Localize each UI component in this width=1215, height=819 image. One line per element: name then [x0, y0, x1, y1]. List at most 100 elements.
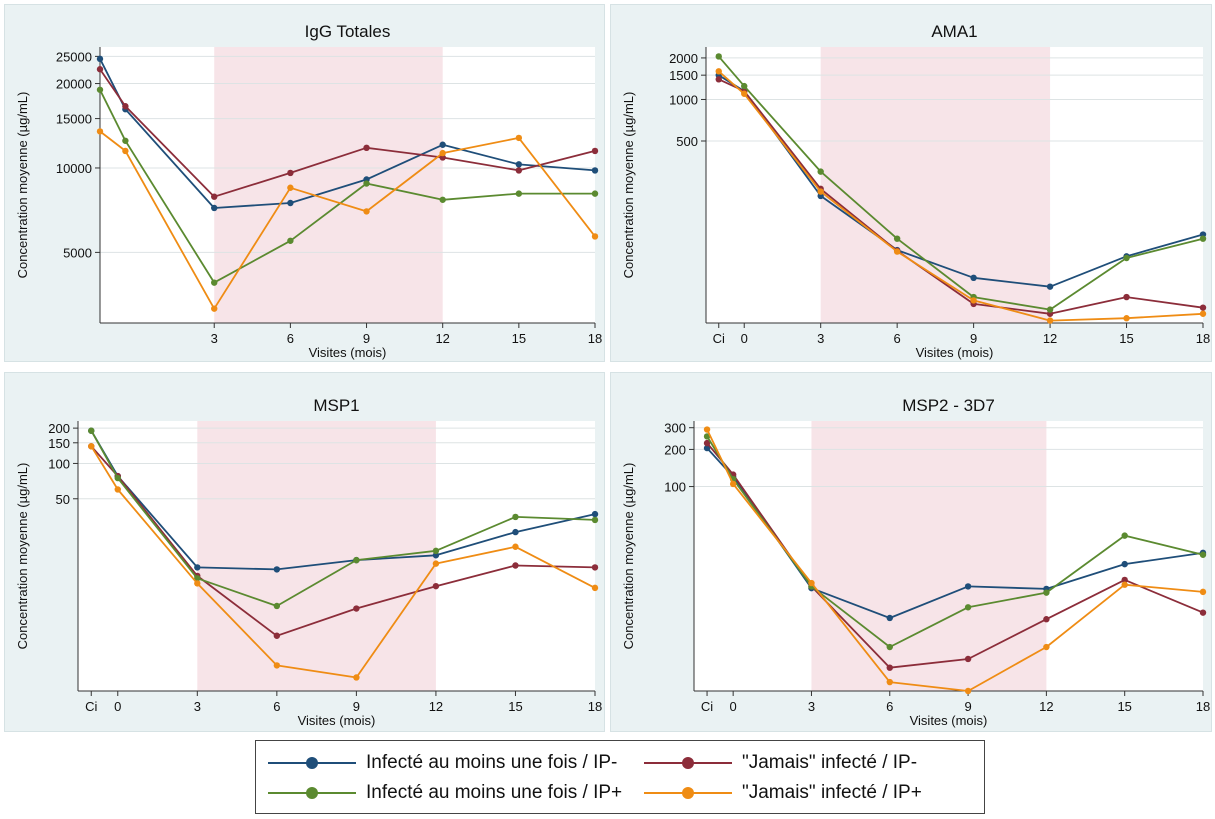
msp2-3d7-xtick-label: Ci [701, 699, 713, 714]
igg-totales-series-2-point [211, 279, 218, 286]
msp1-series-3-point [194, 580, 201, 587]
igg-totales-chart-title: IgG Totales [305, 22, 391, 41]
igg-totales-series-1-point [122, 103, 129, 110]
msp2-3d7-series-1-point [964, 655, 972, 663]
msp1-xtick-label: 9 [353, 699, 360, 714]
msp2-3d7-series-1-point [1121, 576, 1128, 584]
ama1-series-1-line [718, 78, 1204, 315]
msp1-series-0-point [194, 564, 201, 571]
msp1-series-1-point [273, 632, 281, 639]
ama1-shaded-period [820, 47, 1051, 323]
chart-ama1-svg: 500 1000 1500 2000 Ci 0 3 6 9 12 15 18 AMA1 Visites (… [621, 22, 1210, 360]
msp2-3d7-series-2-point [964, 604, 972, 611]
msp1-ytick-label: 200 [48, 421, 70, 436]
ama1-xtick-label: 12 [1043, 331, 1057, 346]
chart-igg-totales-svg: 5000 10000 15000 20000 25000 3 6 9 12 15 18 IgG Tot… [15, 22, 602, 360]
legend-line-infected-ip-neg [268, 757, 356, 769]
igg-totales-series-3-point [439, 149, 446, 157]
ama1-series-3-point [1199, 310, 1207, 317]
igg-totales-series-3-point [96, 128, 104, 135]
ama1-xtick-label: 15 [1119, 331, 1133, 346]
ama1-xtick-label: Ci [713, 331, 725, 346]
ama1-series-2-point [893, 235, 901, 242]
igg-totales-series-3-point [287, 184, 294, 191]
msp2-3d7-series-0-line [706, 447, 1204, 619]
msp1-x-axis-label: Visites (mois) [298, 713, 376, 728]
igg-totales-series-1-point [363, 144, 370, 152]
ama1-series-2-point [715, 53, 722, 60]
msp1-series-3-point [114, 486, 121, 493]
igg-totales-series-3-point [363, 208, 370, 215]
msp2-3d7-xtick-label: 0 [730, 699, 737, 714]
msp1-series-1-point [353, 605, 360, 612]
ama1-series-3-point [970, 297, 977, 304]
legend-line-never-ip-neg [644, 757, 732, 769]
msp1-series-2-point [88, 427, 95, 434]
msp1-chart-title: MSP1 [313, 396, 359, 415]
igg-totales-series-2-point [122, 137, 129, 144]
msp2-3d7-y-axis-label: Concentration moyenne (µg/mL) [621, 463, 636, 650]
ama1-series-2-point [1199, 235, 1207, 242]
msp1-series-3-point [353, 674, 360, 681]
msp2-3d7-series-1-line [706, 442, 1204, 669]
msp2-3d7-series-3-point [729, 480, 737, 488]
igg-totales-series-2-point [591, 190, 599, 197]
msp1-ytick-label: 100 [48, 456, 70, 471]
msp1-series-2-point [273, 602, 281, 610]
msp2-3d7-series-2-point [1121, 532, 1128, 539]
igg-totales-series-1-point [211, 193, 218, 200]
msp1-xtick-label: 0 [114, 699, 121, 714]
msp1-xtick-label: 15 [508, 699, 522, 714]
legend-label-infected-ip-pos: Infecté au moins une fois / IP+ [366, 782, 623, 803]
igg-totales-series-0-point [591, 167, 599, 174]
msp1-xtick-label: Ci [85, 699, 97, 714]
ama1-series-2-point [741, 82, 748, 90]
msp1-series-0-point [432, 552, 440, 559]
igg-totales-series-2-point [515, 190, 523, 197]
ama1-xtick-label: 0 [741, 331, 748, 346]
igg-totales-series-2-point [439, 196, 446, 203]
chart-panel-igg-totales: 5000 10000 15000 20000 25000 3 6 9 12 15 18 IgG Tot… [4, 4, 605, 362]
legend-label-infected-ip-neg: Infecté au moins une fois / IP- [366, 752, 618, 773]
igg-totales-series-1-point [515, 167, 523, 174]
ama1-ytick-label: 1000 [669, 92, 698, 107]
msp1-series-3-point [273, 662, 281, 669]
igg-totales-series-0-point [96, 55, 104, 63]
msp1-xtick-label: 12 [429, 699, 443, 714]
msp1-xtick-label: 6 [273, 699, 280, 714]
legend-item-never-ip-pos: "Jamais" infecté / IP+ [644, 778, 922, 808]
ama1-xtick-label: 18 [1196, 331, 1210, 346]
msp1-y-axis-label: Concentration moyenne (µg/mL) [15, 463, 30, 650]
igg-totales-series-1-point [287, 169, 294, 177]
msp1-series-2-line [90, 430, 596, 607]
igg-totales-series-3-point [122, 147, 129, 155]
msp1-series-0-point [273, 566, 281, 573]
ama1-ytick-label: 1500 [669, 68, 698, 83]
ama1-series-2-point [1046, 306, 1054, 313]
igg-totales-series-3-line [99, 130, 596, 310]
msp1-series-1-line [90, 445, 596, 637]
msp2-3d7-series-0-point [1121, 560, 1128, 568]
igg-totales-series-2-point [287, 237, 294, 244]
ama1-series-3-point [817, 188, 824, 195]
igg-totales-series-1-point [96, 66, 104, 73]
ama1-y-axis-label: Concentration moyenne (µg/mL) [621, 92, 636, 279]
msp1-series-2-point [591, 516, 599, 524]
igg-totales-series-3-point [515, 134, 523, 142]
msp2-3d7-xtick-label: 18 [1196, 699, 1210, 714]
ama1-series-3-point [1046, 317, 1054, 324]
msp2-3d7-xtick-label: 9 [964, 699, 971, 714]
ama1-series-3-point [1123, 315, 1130, 322]
igg-totales-x-axis-label: Visites (mois) [309, 345, 387, 360]
msp2-3d7-series-3-point [1121, 581, 1128, 588]
ama1-ytick-label: 500 [676, 134, 698, 149]
msp2-3d7-ytick-label: 300 [664, 421, 686, 436]
msp2-3d7-series-1-point [1043, 616, 1050, 623]
msp2-3d7-xtick-label: 3 [808, 699, 815, 714]
msp2-3d7-series-2-point [1199, 551, 1207, 558]
legend-item-infected-ip-neg: Infecté au moins une fois / IP- [268, 748, 617, 778]
msp1-series-2-point [432, 547, 440, 555]
msp1-series-2-point [114, 474, 121, 482]
msp2-3d7-xtick-label: 15 [1117, 699, 1131, 714]
legend-item-never-ip-neg: "Jamais" infecté / IP- [644, 748, 917, 778]
